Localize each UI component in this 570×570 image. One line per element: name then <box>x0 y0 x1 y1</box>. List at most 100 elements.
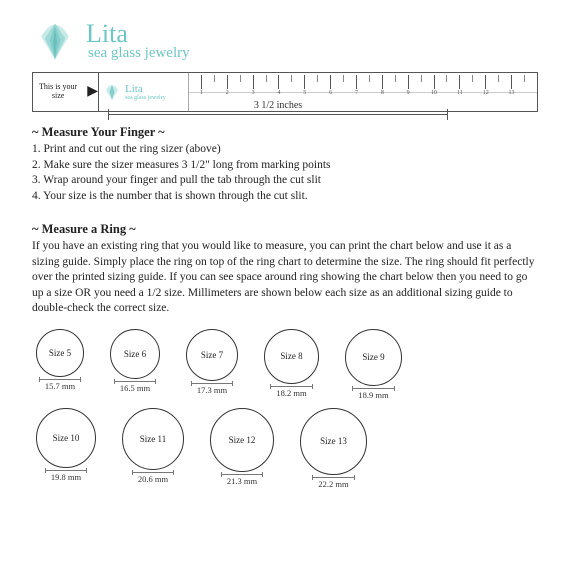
scale-tick <box>240 75 241 82</box>
scale-tick: 13 <box>511 75 512 96</box>
measure-indicator: 3 1/2 inches <box>108 114 448 115</box>
tick-label: 7 <box>355 90 358 96</box>
tick-label: 13 <box>509 90 515 96</box>
scale-tick: 3 <box>253 75 254 96</box>
tick-line <box>485 75 486 89</box>
tick-label: 8 <box>381 90 384 96</box>
scale-tick <box>421 75 422 82</box>
ring-mm-label: 18.9 mm <box>352 388 394 400</box>
scale-tick <box>266 75 267 82</box>
tick-line <box>201 75 202 89</box>
sizer-tab-end: This is your size ▶ <box>33 73 99 111</box>
tick-line <box>291 75 292 82</box>
tick-line <box>304 75 305 89</box>
tick-line <box>421 75 422 82</box>
scale-tick <box>472 75 473 82</box>
tick-label: 3 <box>252 90 255 96</box>
ring-size-chart: Size 515.7 mmSize 616.5 mmSize 717.3 mmS… <box>32 329 538 489</box>
tick-label: 12 <box>483 90 489 96</box>
tick-line <box>343 75 344 82</box>
tick-label: 11 <box>457 90 463 96</box>
sizer-brand-text: Lita sea glass jewelry <box>125 84 166 101</box>
scale-tick <box>369 75 370 82</box>
tick-line <box>356 75 357 89</box>
tick-line <box>253 75 254 89</box>
tick-line <box>278 75 279 89</box>
tick-label: 10 <box>431 90 437 96</box>
shell-icon <box>32 18 78 64</box>
ring-row-2: Size 10 19.8 mm Size 1120.6 mm Size 12 21.3 … <box>32 408 538 489</box>
ring-circle: Size 12 <box>210 408 274 472</box>
brand-name: Lita <box>86 21 190 47</box>
ring-sizer-strip: This is your size ▶ Lita sea glass jewel… <box>32 72 538 115</box>
scale-tick <box>498 75 499 82</box>
ring-mm-label: 18.2 mm <box>270 386 312 398</box>
shell-icon-small <box>101 81 123 103</box>
ring-circle: Size 11 <box>122 408 184 470</box>
section-finger-heading: ~ Measure Your Finger ~ <box>32 125 538 140</box>
ring-mm-label: 21.3 mm <box>221 474 263 486</box>
tick-label: 4 <box>277 90 280 96</box>
tick-line <box>434 75 435 89</box>
ring-mm-label: 19.8 mm <box>45 470 87 482</box>
sizer-brand-tagline: sea glass jewelry <box>125 95 166 101</box>
tick-line <box>330 75 331 89</box>
scale-tick: 7 <box>356 75 357 96</box>
section-ring-paragraph: If you have an existing ring that you wo… <box>32 239 538 317</box>
brand-tagline: sea glass jewelry <box>88 45 190 62</box>
ring-mm-label: 15.7 mm <box>39 379 81 391</box>
ring-size-cell: Size 1322.2 mm <box>300 408 367 489</box>
tick-line <box>240 75 241 82</box>
scale-tick <box>291 75 292 82</box>
tick-line <box>214 75 215 82</box>
tick-line <box>511 75 512 89</box>
sizer-scale: 12345678910111213 <box>189 73 537 111</box>
instruction-step: 2. Make sure the sizer measures 3 1/2" l… <box>32 158 538 174</box>
tick-line <box>446 75 447 82</box>
tick-line <box>395 75 396 82</box>
arrow-icon: ▶ <box>87 84 98 99</box>
ticks-container: 12345678910111213 <box>189 73 537 111</box>
tick-line <box>227 75 228 89</box>
ring-circle: Size 5 <box>36 329 84 377</box>
ring-size-cell: Size 9 18.9 mm <box>345 329 402 400</box>
ring-mm-label: 17.3 mm <box>191 383 233 395</box>
scale-tick: 8 <box>382 75 383 96</box>
tick-line <box>317 75 318 82</box>
scale-tick: 5 <box>304 75 305 96</box>
ring-circle: Size 13 <box>300 408 367 475</box>
ring-size-cell: Size 717.3 mm <box>186 329 238 400</box>
scale-tick: 9 <box>408 75 409 96</box>
tick-label: 6 <box>329 90 332 96</box>
ring-size-cell: Size 12 21.3 mm <box>210 408 274 489</box>
instruction-step: 3. Wrap around your finger and pull the … <box>32 173 538 189</box>
brand-header: Lita sea glass jewelry <box>32 18 538 64</box>
tick-line <box>369 75 370 82</box>
ring-size-cell: Size 1120.6 mm <box>122 408 184 489</box>
sizer-brand-name: Lita <box>125 84 166 95</box>
instruction-step: 1. Print and cut out the ring sizer (abo… <box>32 142 538 158</box>
scale-tick: 11 <box>459 75 460 96</box>
scale-tick <box>214 75 215 82</box>
ring-circle: Size 10 <box>36 408 96 468</box>
tick-line <box>266 75 267 82</box>
ring-circle: Size 9 <box>345 329 402 386</box>
scale-tick: 4 <box>278 75 279 96</box>
section-ring-heading: ~ Measure a Ring ~ <box>32 222 538 237</box>
brand-text: Lita sea glass jewelry <box>86 21 190 62</box>
scale-tick: 6 <box>330 75 331 96</box>
scale-tick: 12 <box>485 75 486 96</box>
ring-circle: Size 6 <box>110 329 160 379</box>
scale-tick <box>395 75 396 82</box>
ring-size-cell: Size 616.5 mm <box>110 329 160 400</box>
scale-tick: 10 <box>434 75 435 96</box>
tick-label: 9 <box>407 90 410 96</box>
scale-tick: 2 <box>227 75 228 96</box>
tick-label: 2 <box>226 90 229 96</box>
ring-row-1: Size 5 15.7 mm Size 616.5 mm Size 717.3 mm S… <box>32 329 538 400</box>
ring-circle: Size 8 <box>264 329 319 384</box>
scale-tick <box>524 75 525 82</box>
sizer-brand-panel: Lita sea glass jewelry <box>99 73 189 111</box>
tick-line <box>408 75 409 89</box>
scale-tick <box>317 75 318 82</box>
